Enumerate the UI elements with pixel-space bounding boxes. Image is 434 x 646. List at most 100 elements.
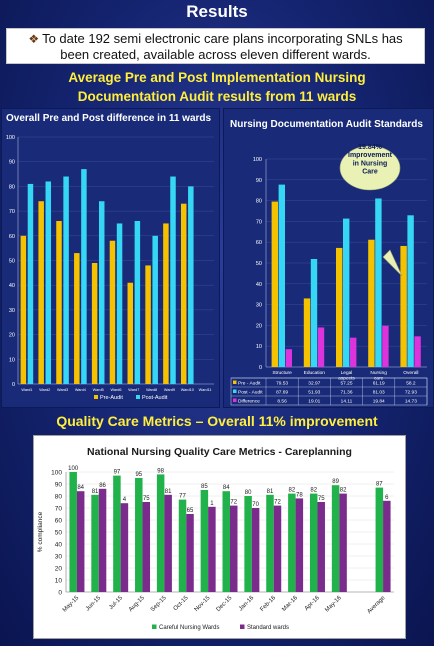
x-tick-label: Oct-15 xyxy=(173,595,190,612)
legend-label: Post-Audit xyxy=(142,395,168,401)
data-label: 75 xyxy=(143,496,150,502)
y-tick-label: 20 xyxy=(256,323,262,329)
y-tick-label: 70 xyxy=(55,506,63,513)
pre-audit-bar xyxy=(163,223,169,384)
data-label: 82 xyxy=(289,488,296,494)
careful-nursing-bar xyxy=(156,474,165,592)
legend-label: Careful Nursing Wards xyxy=(159,625,219,631)
table-cell: 71.36 xyxy=(340,389,352,395)
table-cell: 87.69 xyxy=(276,389,288,395)
table-row-label: Post - Audit xyxy=(238,389,263,395)
legend-swatch xyxy=(240,624,245,629)
x-tick-label: Aug-15 xyxy=(128,595,146,613)
pre-audit-bar xyxy=(20,235,27,384)
standard-wards-bar xyxy=(164,494,172,592)
x-tick-label: May-16 xyxy=(324,595,343,614)
y-tick-label: 0 xyxy=(259,365,262,371)
y-tick-label: 100 xyxy=(51,470,62,477)
table-cell: 58.2 xyxy=(406,380,416,386)
standard-wards-bar xyxy=(120,503,129,592)
y-axis-label: % compliance xyxy=(37,511,44,552)
careful-nursing-bar xyxy=(200,490,209,592)
post-audit-bar xyxy=(152,235,158,384)
y-tick-label: 60 xyxy=(55,518,63,525)
y-tick-label: 0 xyxy=(58,590,62,597)
table-row-label: Pre - Audit xyxy=(238,380,261,386)
data-label: 85 xyxy=(201,484,208,490)
x-tick-label: Nov-15 xyxy=(194,595,212,613)
y-tick-label: 40 xyxy=(256,282,262,288)
legend-label: Standard wards xyxy=(247,625,289,631)
post-audit-bar xyxy=(81,169,87,384)
y-tick-label: 20 xyxy=(9,333,15,339)
audit-subtitle-line2: Documentation Audit results from 11 ward… xyxy=(77,89,357,104)
standard-wards-bar xyxy=(339,493,347,592)
standards-chart-title: Nursing Documentation Audit Standards xyxy=(230,119,423,130)
pre-audit-bar xyxy=(336,247,343,367)
x-tick-label: Average xyxy=(367,595,387,615)
callout-pointer xyxy=(382,249,403,277)
y-tick-label: 50 xyxy=(256,261,262,267)
table-cell: 57.25 xyxy=(340,380,352,386)
x-tick-label: care xyxy=(374,376,384,382)
data-label: 95 xyxy=(135,472,142,478)
table-legend-swatch xyxy=(233,398,237,402)
y-tick-label: 10 xyxy=(256,344,262,350)
x-tick-label: Dec-15 xyxy=(215,595,233,613)
x-tick-label: Ward5 xyxy=(93,388,104,392)
y-tick-label: 30 xyxy=(9,308,15,314)
y-tick-label: 30 xyxy=(256,303,262,309)
overall-chart-panel: Overall Pre and Post difference in 11 wa… xyxy=(1,108,220,408)
y-tick-label: 20 xyxy=(55,566,63,573)
y-tick-label: 30 xyxy=(55,554,63,561)
diamond-bullet-icon: ❖ xyxy=(28,32,40,46)
y-tick-label: 60 xyxy=(9,234,15,240)
standard-wards-bar xyxy=(230,505,238,592)
difference-bar xyxy=(414,336,421,367)
x-tick-label: Ward6 xyxy=(110,388,121,392)
x-tick-label: Mar-16 xyxy=(281,595,299,613)
pre-audit-bar xyxy=(56,220,62,384)
audit-subtitle-line1: Average Pre and Post Implementation Nurs… xyxy=(68,70,366,85)
y-tick-label: 40 xyxy=(9,283,15,289)
data-label: 75 xyxy=(318,496,325,502)
y-tick-label: 90 xyxy=(9,160,15,166)
x-tick-label: Legal xyxy=(341,370,353,376)
x-tick-label: May-15 xyxy=(62,595,81,614)
data-label: 86 xyxy=(99,483,106,489)
difference-bar xyxy=(317,327,325,367)
table-cell: 81.03 xyxy=(373,389,385,395)
standards-chart-panel: Nursing Documentation Audit Standards 0 1… xyxy=(223,108,434,408)
data-label: 1 xyxy=(210,501,214,507)
x-tick-label: Ward9 xyxy=(164,388,175,392)
pre-audit-bar xyxy=(38,201,44,384)
careful-nursing-bar xyxy=(178,499,187,592)
data-label: 72 xyxy=(274,500,281,506)
y-tick-label: 80 xyxy=(55,494,63,501)
standard-wards-bar xyxy=(273,505,282,592)
info-box: ❖ To date 192 semi electronic care plans … xyxy=(6,28,425,64)
standard-wards-bar xyxy=(295,498,304,592)
data-label: 80 xyxy=(245,490,252,496)
pre-audit-bar xyxy=(127,282,134,384)
data-label: 84 xyxy=(223,485,230,491)
x-tick-label: Nursing xyxy=(370,370,387,376)
careful-nursing-bar xyxy=(69,472,77,592)
pre-audit-bar xyxy=(368,239,375,367)
data-label: 65 xyxy=(187,508,194,514)
table-cell: 32.97 xyxy=(308,380,320,386)
standard-wards-bar xyxy=(186,514,194,592)
post-audit-bar xyxy=(170,176,176,384)
post-audit-bar xyxy=(63,176,69,384)
overall-chart-title: Overall Pre and Post difference in 11 wa… xyxy=(6,113,212,124)
x-tick-label: Ward11 xyxy=(199,388,212,392)
post-audit-bar xyxy=(407,215,414,367)
callout-bubble xyxy=(339,145,401,191)
careful-nursing-bar xyxy=(113,475,121,592)
data-label: 4 xyxy=(123,497,127,503)
post-audit-bar xyxy=(98,201,105,384)
x-tick-label: Ward1 xyxy=(21,388,32,392)
info-text: To date 192 semi electronic care plans i… xyxy=(42,31,403,62)
data-label: 97 xyxy=(114,470,121,476)
x-tick-label: aspects xyxy=(338,376,355,382)
